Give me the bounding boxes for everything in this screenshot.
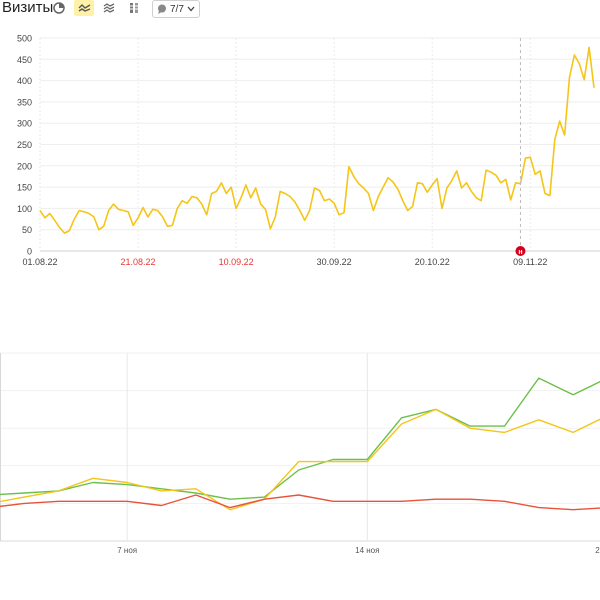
chart2-series-line	[0, 377, 600, 500]
chart1-y-tick-label: 0	[27, 247, 32, 257]
chart2-grid	[0, 352, 600, 542]
pie-chart-button[interactable]	[49, 0, 69, 16]
chart1-y-tick-label: 350	[17, 97, 32, 107]
chart1-x-tick-label: 01.08.22	[22, 257, 57, 267]
chart1-series-line	[39, 46, 595, 234]
chart2-x-tick-label: 7 ноя	[117, 546, 137, 555]
visits-line-chart: 0 50 100 150 200 250 300 350 400 450 500 01.08.22 2…	[17, 34, 600, 267]
chart1-x-tick-label: 09.11.22	[513, 257, 547, 267]
pie-chart-icon	[53, 2, 65, 14]
comparison-line-chart: 7 ноя 14 ноя 21 ноя	[0, 352, 600, 555]
chart1-y-tick-label: 450	[17, 55, 32, 65]
chart1-y-tick-label: 50	[22, 225, 32, 235]
chart1-annotation-marker: н	[515, 38, 526, 256]
bar-chart-icon	[128, 3, 140, 13]
report-title: Визиты	[2, 0, 54, 16]
chart1-y-tick-label: 150	[17, 183, 32, 193]
comment-icon	[158, 4, 166, 14]
chart2-series-line	[0, 408, 600, 511]
chart1-series	[39, 46, 595, 234]
chart2-x-tick-label: 14 ноя	[355, 546, 379, 555]
chart1-marker-label: н	[518, 249, 522, 256]
chart1-y-tick-label: 400	[17, 76, 32, 86]
chart2-series	[0, 377, 600, 511]
chart1-y-tick-label: 500	[17, 34, 32, 44]
chart1-y-tick-label: 200	[17, 161, 32, 171]
line-chart-icon	[78, 4, 90, 12]
chart2-series-line	[0, 494, 600, 511]
chart2-x-tick-label: 21 ноя	[595, 546, 600, 555]
chart1-y-tick-labels: 0 50 100 150 200 250 300 350 400 450 500	[17, 34, 32, 257]
area-chart-button[interactable]	[99, 0, 119, 16]
chart1-grid	[39, 37, 600, 252]
annotations-dropdown[interactable]: 7/7	[152, 0, 200, 18]
line-chart-button[interactable]	[74, 0, 94, 16]
chart1-x-tick-label: 20.10.22	[415, 257, 450, 267]
chart1-y-tick-label: 300	[17, 119, 32, 129]
chart1-marker-dot	[515, 246, 526, 256]
area-chart-icon	[103, 2, 115, 13]
bar-chart-button[interactable]	[124, 0, 144, 16]
chart1-y-tick-label: 100	[17, 204, 32, 214]
chart1-x-tick-labels: 01.08.22 21.08.22 10.09.22 30.09.22 20.10.22…	[22, 257, 547, 267]
chart1-x-tick-label: 30.09.22	[317, 257, 352, 267]
chart2-x-tick-labels: 7 ноя 14 ноя 21 ноя	[117, 546, 600, 555]
chart1-x-tick-label: 10.09.22	[219, 257, 254, 267]
chart1-y-tick-label: 250	[17, 140, 32, 150]
chevron-down-icon	[187, 6, 195, 12]
annotations-count: 7/7	[170, 3, 184, 15]
chart-toolbar: Визиты 7/7	[0, 0, 600, 18]
chart1-x-tick-label: 21.08.22	[121, 257, 156, 267]
